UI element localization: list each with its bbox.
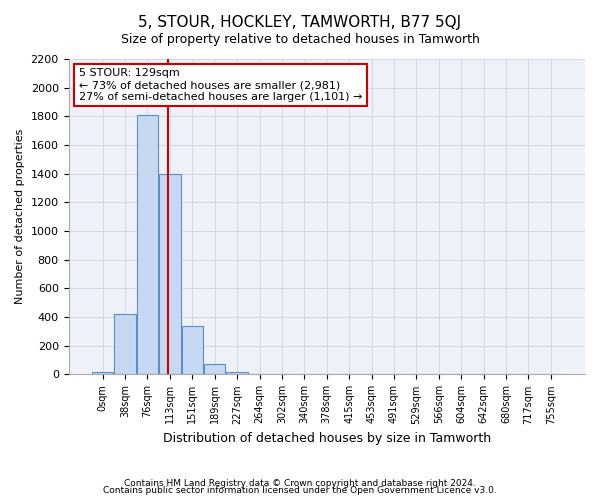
Bar: [137, 115, 158, 374]
Y-axis label: Number of detached properties: Number of detached properties: [15, 129, 25, 304]
Bar: [115, 314, 136, 374]
Bar: [159, 174, 181, 374]
Text: 5 STOUR: 129sqm
← 73% of detached houses are smaller (2,981)
27% of semi-detache: 5 STOUR: 129sqm ← 73% of detached houses…: [79, 68, 362, 102]
Text: Contains HM Land Registry data © Crown copyright and database right 2024.: Contains HM Land Registry data © Crown c…: [124, 478, 476, 488]
Bar: [182, 326, 203, 374]
Bar: [226, 372, 248, 374]
Text: Size of property relative to detached houses in Tamworth: Size of property relative to detached ho…: [121, 32, 479, 46]
X-axis label: Distribution of detached houses by size in Tamworth: Distribution of detached houses by size …: [163, 432, 491, 445]
Text: 5, STOUR, HOCKLEY, TAMWORTH, B77 5QJ: 5, STOUR, HOCKLEY, TAMWORTH, B77 5QJ: [139, 15, 461, 30]
Bar: [204, 364, 226, 374]
Text: Contains public sector information licensed under the Open Government Licence v3: Contains public sector information licen…: [103, 486, 497, 495]
Bar: [92, 372, 113, 374]
